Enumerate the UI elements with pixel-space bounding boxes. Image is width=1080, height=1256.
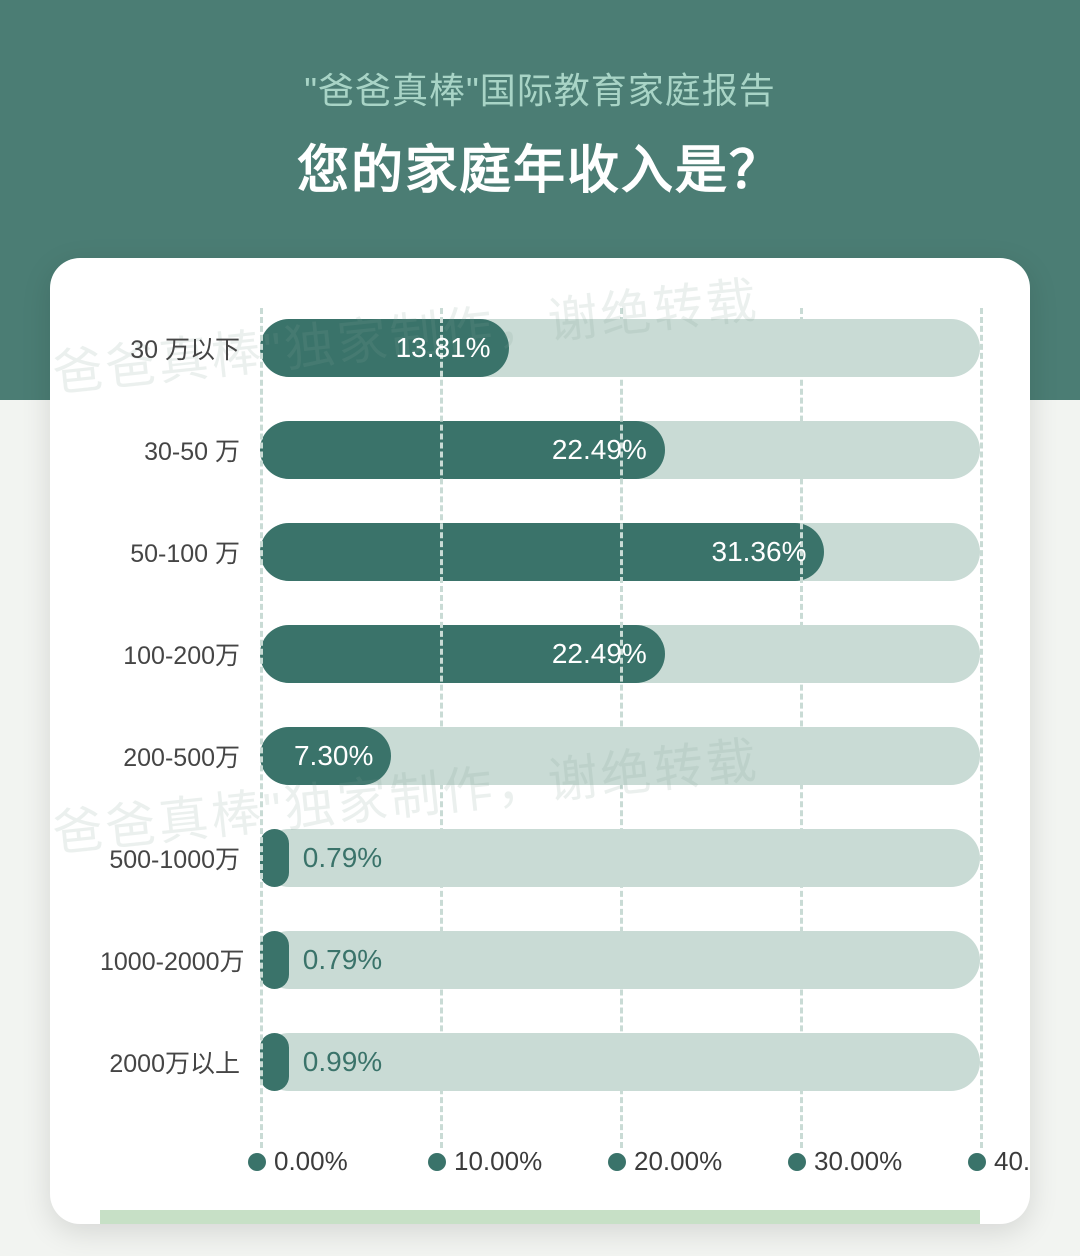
gridline [440,308,443,1148]
chart-card: "爸爸真棒"独家制作，谢绝转载 "爸爸真棒"独家制作，谢绝转载 30 万以下13… [50,258,1030,1224]
bar: 31.36% [260,523,824,581]
category-label: 30-50 万 [100,432,260,468]
tick-dot-icon [788,1153,806,1171]
bar-row: 1000-2000万 0.79% [100,930,980,990]
value-label: 7.30% [294,740,373,772]
x-tick: 30.00% [788,1146,902,1177]
x-tick: 0.00% [248,1146,348,1177]
value-label: 22.49% [552,434,647,466]
value-label: 13.81% [396,332,491,364]
category-label: 500-1000万 [100,840,260,876]
value-label: 31.36% [712,536,807,568]
x-axis: 0.00%10.00%20.00%30.00%40.00% [260,1146,980,1196]
category-label: 100-200万 [100,636,260,672]
value-label: 22.49% [552,638,647,670]
x-tick-label: 30.00% [814,1146,902,1177]
bar: 22.49% [260,625,665,683]
value-label: 0.79% [303,944,382,976]
bar: 22.49% [260,421,665,479]
bar [260,1033,289,1091]
bar-row: 500-1000万 0.79% [100,828,980,888]
category-label: 1000-2000万 [100,942,260,978]
subtitle: "爸爸真棒"国际教育家庭报告 [0,62,1080,114]
tick-dot-icon [608,1153,626,1171]
x-tick: 20.00% [608,1146,722,1177]
category-label: 2000万以上 [100,1044,260,1080]
chart-area: 30 万以下 13.81% 30-50 万 22.49% 50-100 万 31.36% 1… [100,318,980,1138]
bar: 13.81% [260,319,509,377]
gridline [800,308,803,1148]
bar-row: 50-100 万 31.36% [100,522,980,582]
x-tick-label: 40.00% [994,1146,1030,1177]
tick-dot-icon [428,1153,446,1171]
bar-row: 2000万以上 0.99% [100,1032,980,1092]
page-title: 您的家庭年收入是？ [0,128,1080,203]
category-label: 50-100 万 [100,534,260,570]
bar [260,931,289,989]
bar-row: 30-50 万 22.49% [100,420,980,480]
bottom-strip [100,1210,980,1224]
category-label: 200-500万 [100,738,260,774]
gridline [260,308,263,1148]
x-tick-label: 0.00% [274,1146,348,1177]
x-tick-label: 20.00% [634,1146,722,1177]
bar-row: 100-200万 22.49% [100,624,980,684]
tick-dot-icon [968,1153,986,1171]
tick-dot-icon [248,1153,266,1171]
bar-row: 200-500万 7.30% [100,726,980,786]
value-label: 0.79% [303,842,382,874]
x-tick-label: 10.00% [454,1146,542,1177]
bar: 7.30% [260,727,391,785]
value-label: 0.99% [303,1046,382,1078]
x-tick: 10.00% [428,1146,542,1177]
gridline [980,308,983,1148]
header: "爸爸真棒"国际教育家庭报告 您的家庭年收入是？ [0,0,1080,203]
x-tick: 40.00% [968,1146,1030,1177]
bar-row: 30 万以下 13.81% [100,318,980,378]
category-label: 30 万以下 [100,330,260,366]
bar [260,829,289,887]
